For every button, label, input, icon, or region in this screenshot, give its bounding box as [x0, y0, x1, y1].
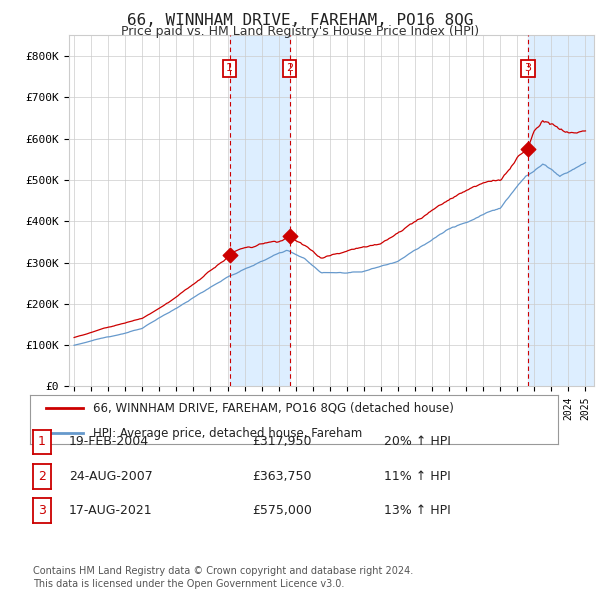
Text: 17-AUG-2021: 17-AUG-2021 [69, 504, 152, 517]
Text: 2: 2 [286, 64, 293, 73]
Text: 3: 3 [524, 64, 532, 73]
Bar [230, 35, 290, 386]
Text: This data is licensed under the Open Government Licence v3.0.: This data is licensed under the Open Gov… [33, 579, 344, 589]
Text: 66, WINNHAM DRIVE, FAREHAM, PO16 8QG: 66, WINNHAM DRIVE, FAREHAM, PO16 8QG [127, 13, 473, 28]
Text: 2: 2 [38, 470, 46, 483]
Text: Contains HM Land Registry data © Crown copyright and database right 2024.: Contains HM Land Registry data © Crown c… [33, 566, 413, 576]
Text: HPI: Average price, detached house, Fareham: HPI: Average price, detached house, Fare… [94, 427, 362, 440]
Text: 13% ↑ HPI: 13% ↑ HPI [384, 504, 451, 517]
Point [225, 250, 235, 260]
Text: Price paid vs. HM Land Registry's House Price Index (HPI): Price paid vs. HM Land Registry's House … [121, 25, 479, 38]
Text: 1: 1 [38, 435, 46, 448]
Text: £317,950: £317,950 [252, 435, 311, 448]
Text: 24-AUG-2007: 24-AUG-2007 [69, 470, 153, 483]
Text: 3: 3 [38, 504, 46, 517]
Bar [528, 35, 594, 386]
Text: 1: 1 [226, 64, 233, 73]
Text: 66, WINNHAM DRIVE, FAREHAM, PO16 8QG (detached house): 66, WINNHAM DRIVE, FAREHAM, PO16 8QG (de… [94, 402, 454, 415]
Text: 11% ↑ HPI: 11% ↑ HPI [384, 470, 451, 483]
Text: 19-FEB-2004: 19-FEB-2004 [69, 435, 149, 448]
Text: £575,000: £575,000 [252, 504, 312, 517]
Text: 20% ↑ HPI: 20% ↑ HPI [384, 435, 451, 448]
Text: £363,750: £363,750 [252, 470, 311, 483]
Point [285, 231, 295, 241]
Point [523, 145, 533, 154]
